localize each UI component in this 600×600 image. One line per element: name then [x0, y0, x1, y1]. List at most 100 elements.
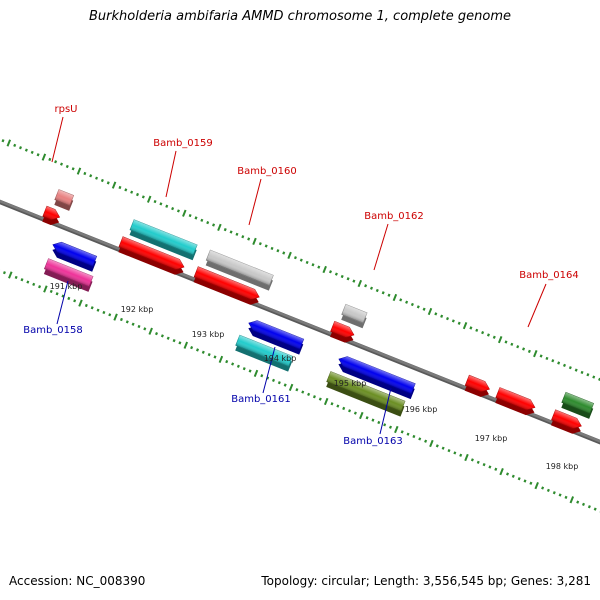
scale-label: 196 kbp: [405, 405, 438, 414]
inner-scale-major-tick: [359, 411, 364, 420]
map-title: Burkholderia ambifaria AMMD chromosome 1…: [88, 9, 512, 24]
gene-feature: [235, 334, 294, 372]
inner-scale-minor-tick: [225, 359, 229, 364]
outer-scale-minor-tick: [264, 244, 268, 248]
outer-scale-minor-tick: [206, 220, 210, 225]
inner-scale-minor-tick: [125, 320, 129, 324]
label-leader: [262, 346, 276, 394]
inner-scale-major-tick: [429, 439, 434, 448]
inner-scale-minor-tick: [377, 420, 381, 425]
outer-scale-minor-tick: [89, 174, 93, 178]
inner-scale-minor-tick: [541, 486, 545, 490]
outer-scale-minor-tick: [440, 314, 444, 318]
inner-scale-minor-tick: [231, 362, 235, 366]
scale-label: 195 kbp: [334, 379, 367, 388]
gene-feature: [561, 391, 595, 419]
outer-scale-minor-tick: [486, 333, 490, 337]
inner-scale-minor-tick: [581, 502, 586, 507]
inner-scale-minor-tick: [137, 324, 141, 329]
outer-scale-major-tick: [76, 167, 82, 175]
inner-scale-minor-tick: [295, 388, 299, 392]
outer-scale-minor-tick: [469, 326, 473, 330]
outer-scale-minor-tick: [258, 242, 262, 246]
outer-scale-minor-tick: [165, 204, 169, 208]
outer-scale-minor-tick: [276, 249, 280, 253]
scale-label: 197 kbp: [475, 434, 508, 443]
outer-scale-minor-tick: [399, 298, 403, 302]
outer-scale-major-tick: [6, 139, 12, 147]
inner-scale-minor-tick: [143, 327, 147, 331]
gene-labels: rpsU Bamb_0158 Bamb_0159 Bamb_0160 Bamb_0161…: [23, 104, 579, 447]
inner-scale-minor-tick: [96, 308, 100, 312]
inner-scale-minor-tick: [236, 364, 240, 368]
inner-scale-minor-tick: [552, 491, 556, 495]
inner-scale-minor-tick: [348, 409, 352, 413]
label-leader: [51, 116, 64, 163]
outer-scale-minor-tick: [422, 307, 426, 311]
outer-scale-minor-tick: [481, 330, 485, 335]
inner-scale-major-tick: [464, 453, 469, 462]
inner-scale-minor-tick: [84, 303, 88, 308]
label-leader: [527, 283, 547, 328]
inner-scale-minor-tick: [102, 310, 106, 315]
outer-scale-minor-tick: [95, 176, 99, 180]
outer-scale-minor-tick: [328, 270, 333, 274]
outer-scale-minor-tick: [223, 228, 227, 232]
outer-scale-minor-tick: [141, 195, 145, 199]
inner-scale-minor-tick: [529, 481, 533, 485]
chromosome-backbone: [0, 199, 600, 445]
inner-scale-minor-tick: [447, 448, 451, 453]
outer-scale-minor-tick: [510, 342, 514, 346]
inner-scale-minor-tick: [55, 292, 59, 296]
inner-scale-minor-tick: [435, 444, 439, 448]
inner-scale-major-tick: [499, 468, 504, 476]
outer-scale-minor-tick: [176, 209, 180, 213]
outer-scale-major-tick: [287, 251, 292, 259]
inner-scale-minor-tick: [14, 275, 18, 279]
outer-scale-minor-tick: [1, 139, 5, 143]
inner-scale-minor-tick: [160, 334, 164, 338]
inner-scale-minor-tick: [178, 341, 182, 345]
outer-scale-major-tick: [427, 307, 433, 316]
inner-scale-major-tick: [323, 397, 329, 406]
inner-scale-minor-tick: [20, 278, 24, 282]
inner-scale-minor-tick: [342, 406, 346, 411]
gene-feature: [495, 387, 536, 416]
gene-feature: [464, 374, 490, 397]
outer-scale-minor-tick: [188, 214, 192, 218]
inner-scale-minor-tick: [61, 294, 65, 298]
outer-scale-minor-tick: [492, 335, 496, 339]
inner-scale-minor-tick: [459, 453, 463, 457]
inner-scale-minor-tick: [383, 423, 387, 427]
inner-scale-minor-tick: [242, 367, 246, 371]
inner-scale-minor-tick: [576, 500, 580, 504]
outer-scale-minor-tick: [522, 347, 526, 351]
outer-scale-minor-tick: [311, 263, 315, 267]
gene-feature: [54, 189, 75, 211]
label-leader: [248, 178, 262, 226]
outer-scale-minor-tick: [592, 375, 596, 379]
gene-label: Bamb_0162: [364, 211, 424, 222]
inner-scale-minor-tick: [90, 306, 94, 310]
outer-scale-minor-tick: [346, 277, 350, 281]
gene-label: Bamb_0163: [343, 436, 403, 447]
outer-scale-major-tick: [322, 265, 327, 274]
outer-scale-minor-tick: [381, 291, 385, 295]
inner-scale-minor-tick: [558, 493, 562, 497]
inner-scale-major-tick: [148, 327, 153, 335]
outer-scale-minor-tick: [106, 181, 110, 185]
outer-scale-minor-tick: [434, 312, 438, 316]
inner-scale-minor-tick: [301, 390, 305, 394]
outer-scale-minor-tick: [387, 293, 391, 297]
inner-scale-minor-tick: [207, 352, 211, 357]
accession-label: Accession: NC_008390: [9, 574, 146, 588]
gene-feature: [326, 371, 406, 417]
gene-feature: [550, 409, 582, 434]
inner-scale-major-tick: [78, 299, 83, 307]
outer-scale-minor-tick: [305, 260, 309, 264]
inner-scale-minor-tick: [32, 282, 36, 287]
inner-scale-major-tick: [253, 369, 259, 377]
outer-scale-major-tick: [111, 181, 117, 189]
backbone-line: [0, 199, 600, 443]
outer-scale-minor-tick: [457, 321, 461, 325]
